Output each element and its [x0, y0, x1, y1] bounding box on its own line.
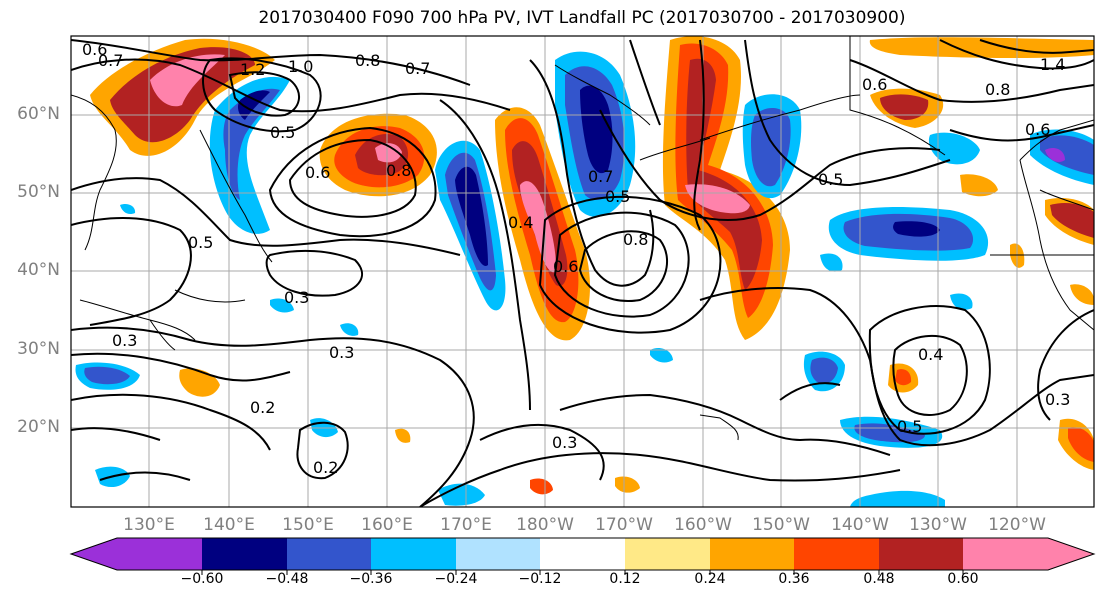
gridlines — [71, 36, 1094, 507]
contour-label-24: 0.3 — [1045, 390, 1070, 409]
colorbar-cell-2 — [202, 538, 287, 570]
colorbar-outline — [69, 537, 1096, 571]
colorbar-tick-1: −0.60 — [180, 571, 224, 587]
contour-label-21: 0.3 — [552, 433, 577, 452]
colorbar-cell-11 — [963, 538, 1048, 570]
lat-label-50n: 50°N — [17, 182, 60, 202]
contour-label-22: 0.5 — [897, 417, 922, 436]
colorbar-cell-5 — [456, 538, 540, 570]
colorbar-cell-7 — [625, 538, 710, 570]
lon-label-170w: 170°W — [595, 515, 653, 535]
contour-label-25: 0.6 — [862, 75, 887, 94]
colorbar-tick-3: −0.36 — [349, 571, 393, 587]
colorbar-extend-low — [71, 538, 117, 570]
contour-label-26: 0.8 — [985, 80, 1010, 99]
contour-label-17: 0.3 — [329, 343, 354, 362]
lon-label-130w: 130°W — [909, 515, 967, 535]
lon-label-160e: 160°E — [361, 515, 413, 535]
contour-label-7: 0.5 — [270, 123, 295, 142]
contour-label-9: 0.8 — [386, 161, 411, 180]
contour-label-18: 0.3 — [112, 331, 137, 350]
lat-label-60n: 60°N — [17, 104, 60, 124]
pv-contours — [71, 39, 1094, 507]
lon-label-180w: 180°W — [516, 515, 574, 535]
colorbar-tick-8: 0.36 — [778, 571, 810, 587]
colorbar-tick-10: 0.60 — [947, 571, 979, 587]
contour-label-1: 0.6 — [82, 40, 107, 59]
colorbar-tick-2: −0.48 — [265, 571, 309, 587]
contour-label-27: 1.4 — [1040, 55, 1065, 74]
contour-label-15: 0.8 — [623, 230, 648, 249]
lat-label-30n: 30°N — [17, 339, 60, 359]
lon-label-140w: 140°W — [831, 515, 889, 535]
colorbar-tick-6: 0.12 — [609, 571, 641, 587]
lon-label-140e: 140°E — [203, 515, 255, 535]
lat-label-40n: 40°N — [17, 260, 60, 280]
contour-label-11: 0.5 — [605, 187, 630, 206]
lon-label-120w: 120°W — [988, 515, 1046, 535]
contour-label-19: 0.2 — [250, 398, 275, 417]
colorbar — [69, 537, 1096, 575]
colorbar-cell-1 — [117, 538, 202, 570]
lon-label-150w: 150°W — [752, 515, 810, 535]
contour-label-10: 0.7 — [588, 167, 613, 186]
contour-label-2: 0.7 — [98, 51, 123, 70]
colorbar-tick-7: 0.24 — [694, 571, 726, 587]
lon-label-160w: 160°W — [674, 515, 732, 535]
lat-label-20n: 20°N — [17, 417, 60, 437]
contour-label-23: 0.4 — [918, 345, 943, 364]
contour-label-20: 0.2 — [313, 458, 338, 477]
contour-label-28: 0.6 — [1025, 120, 1050, 139]
contour-label-6: 0.7 — [405, 59, 430, 78]
lon-label-170e: 170°E — [440, 515, 492, 535]
lon-label-130e: 130°E — [123, 515, 175, 535]
map-frame — [70, 35, 1095, 508]
contour-label-4: 1.0 — [288, 57, 313, 76]
contour-label-5: 0.8 — [355, 51, 380, 70]
contour-label-13: 0.6 — [553, 257, 578, 276]
contour-label-16: 0.3 — [284, 288, 309, 307]
colorbar-extend-high — [1048, 538, 1094, 570]
contour-label-12: 0.4 — [508, 213, 533, 232]
lon-label-150e: 150°E — [282, 515, 334, 535]
colorbar-tick-5: −0.12 — [518, 571, 562, 587]
colorbar-cell-4 — [371, 538, 456, 570]
contour-label-8: 0.6 — [305, 163, 330, 182]
colorbar-cell-3 — [287, 538, 371, 570]
colorbar-cell-8 — [710, 538, 794, 570]
contour-labels: 0.6 0.7 1.2 1.0 0.8 0.7 0.5 0.6 0.8 0.7 … — [82, 40, 1070, 477]
colorbar-cell-9 — [794, 538, 879, 570]
contour-label-14: 0.5 — [188, 233, 213, 252]
colorbar-cell-6 — [540, 538, 625, 570]
colorbar-cell-10 — [879, 538, 963, 570]
map-title: 2017030400 F090 700 hPa PV, IVT Landfall… — [258, 8, 906, 28]
colorbar-tick-4: −0.24 — [434, 571, 478, 587]
contour-label-3: 1.2 — [240, 60, 265, 79]
colorbar-tick-9: 0.48 — [863, 571, 895, 587]
contour-label-29: 0.5 — [818, 170, 843, 189]
